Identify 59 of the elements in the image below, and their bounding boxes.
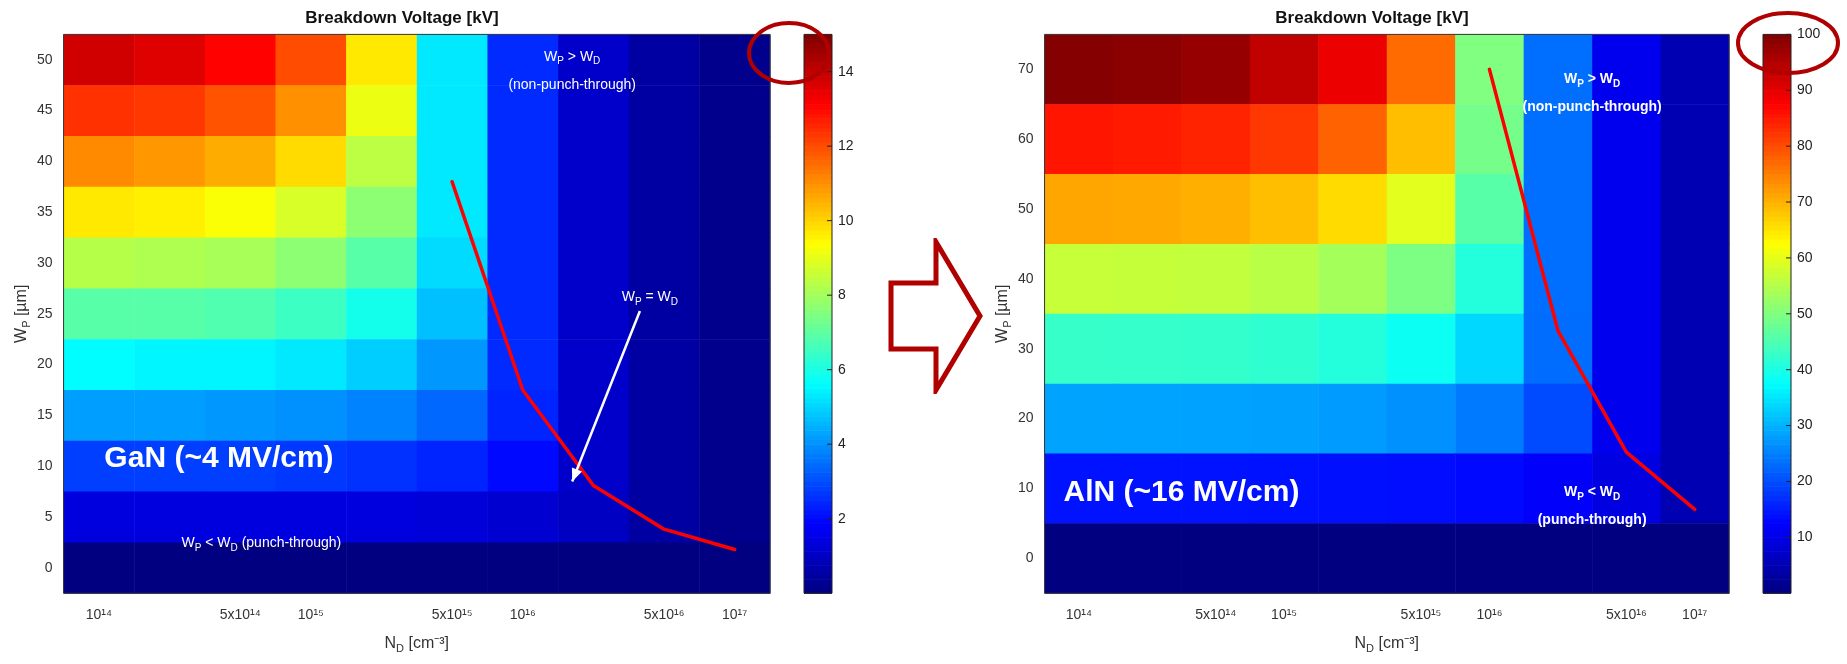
color-bar-label: 60 (1797, 248, 1813, 265)
color-bar-label: 30 (1797, 416, 1813, 433)
color-bar-label: 90 (1797, 81, 1813, 98)
x-tick-label: 10¹⁶ (1476, 606, 1503, 623)
color-bar-label: 70 (1797, 192, 1813, 209)
x-tick-label: 5x10¹⁶ (643, 606, 685, 623)
x-tick-label: 10¹⁴ (85, 606, 113, 623)
x-tick-label: 10¹⁵ (297, 606, 324, 623)
y-tick-label: 0 (44, 558, 53, 575)
x-tick-label: 5x10¹⁴ (1195, 606, 1237, 623)
annotation: (non-punch-through) (1522, 97, 1662, 114)
y-tick-label: 50 (36, 50, 53, 67)
y-tick-label: 40 (1017, 269, 1034, 286)
color-bar-label: 40 (1797, 360, 1813, 377)
y-tick-label: 25 (36, 304, 53, 321)
color-bar-label: 50 (1797, 304, 1813, 321)
y-tick-label: 70 (1017, 60, 1034, 77)
y-tick-label: 45 (36, 101, 53, 118)
y-tick-label: 15 (36, 406, 53, 423)
color-bar-label: 8 (838, 286, 846, 303)
x-tick-label: 5x10¹⁶ (1605, 606, 1647, 623)
color-bar-label: 10 (838, 211, 854, 228)
x-tick-label: 5x10¹⁴ (219, 606, 261, 623)
color-bar-label: 10 (1797, 528, 1813, 545)
x-tick-label: 5x10¹⁵ (1400, 606, 1442, 623)
y-tick-label: 10 (36, 457, 53, 474)
y-tick-label: 35 (36, 203, 53, 220)
y-tick-label: 0 (1025, 549, 1034, 566)
color-bar-label: 2 (838, 509, 846, 526)
color-bar-label: 14 (838, 62, 854, 79)
color-bar-label: 12 (838, 137, 854, 154)
x-tick-label: 5x10¹⁵ (431, 606, 473, 623)
annotation: AlN (~16 MV/cm) (1063, 473, 1300, 507)
x-tick-label: 10¹⁴ (1065, 606, 1092, 623)
y-axis-title: WP [µm] (992, 284, 1014, 343)
y-tick-label: 5 (44, 507, 53, 524)
y-tick-label: 30 (36, 253, 53, 270)
y-tick-label: 60 (1017, 130, 1034, 147)
annotation: (punch-through) (1537, 511, 1647, 528)
chart-title: Breakdown Voltage [kV] (305, 7, 499, 27)
y-tick-label: 20 (1017, 409, 1034, 426)
color-bar-label: 20 (1797, 472, 1813, 489)
x-tick-label: 10¹⁷ (1682, 606, 1708, 623)
color-bar-label: 100 (1797, 25, 1821, 42)
y-tick-label: 50 (1017, 199, 1034, 216)
x-tick-label: 10¹⁷ (722, 606, 748, 623)
chart-title: Breakdown Voltage [kV] (1275, 7, 1469, 27)
y-tick-label: 40 (36, 152, 53, 169)
color-bar-label: 80 (1797, 137, 1813, 154)
y-tick-label: 20 (36, 355, 53, 372)
annotation: (non-punch-through) (508, 75, 637, 92)
y-tick-label: 10 (1017, 479, 1034, 496)
x-tick-label: 10¹⁵ (1271, 606, 1298, 623)
color-bar-label: 4 (838, 435, 846, 452)
color-bar-label: 6 (838, 360, 846, 377)
y-tick-label: 30 (1017, 339, 1034, 356)
annotation: GaN (~4 MV/cm) (104, 440, 334, 474)
y-axis-title: WP [µm] (11, 284, 33, 343)
x-tick-label: 10¹⁶ (509, 606, 536, 623)
